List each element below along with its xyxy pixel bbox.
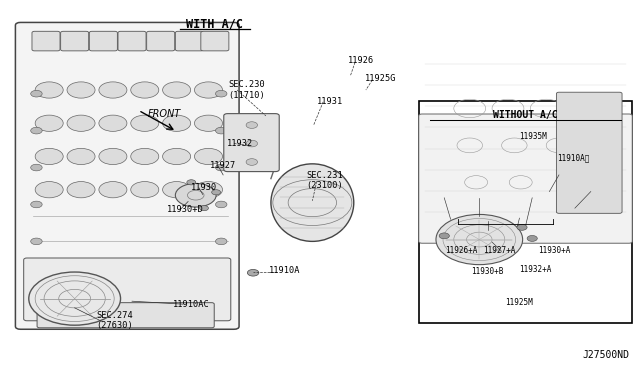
Circle shape (195, 82, 223, 98)
Circle shape (31, 127, 42, 134)
Text: J27500ND: J27500ND (582, 350, 629, 360)
FancyBboxPatch shape (147, 31, 175, 51)
Circle shape (131, 148, 159, 164)
Circle shape (99, 148, 127, 164)
Circle shape (195, 115, 223, 131)
Text: SEC.231
(23100): SEC.231 (23100) (307, 171, 344, 190)
FancyBboxPatch shape (175, 31, 204, 51)
Circle shape (517, 224, 527, 230)
Text: 11925M: 11925M (505, 298, 532, 307)
Circle shape (67, 115, 95, 131)
Circle shape (246, 140, 257, 147)
Text: 11930+A: 11930+A (538, 246, 571, 255)
Circle shape (99, 115, 127, 131)
Circle shape (35, 182, 63, 198)
Circle shape (163, 82, 191, 98)
FancyBboxPatch shape (419, 114, 632, 243)
Circle shape (246, 159, 257, 165)
Circle shape (216, 238, 227, 245)
Text: 11930+B: 11930+B (471, 267, 503, 276)
Circle shape (175, 183, 216, 207)
Text: 11925G: 11925G (365, 74, 396, 83)
Circle shape (216, 201, 227, 208)
Circle shape (67, 82, 95, 98)
Circle shape (216, 90, 227, 97)
Ellipse shape (271, 164, 354, 241)
Text: SEC.274
(27630): SEC.274 (27630) (97, 311, 133, 330)
Text: 11910AⅡ: 11910AⅡ (557, 154, 590, 163)
FancyBboxPatch shape (37, 303, 214, 328)
Text: 11932+A: 11932+A (519, 264, 552, 273)
Text: 11930: 11930 (191, 183, 217, 192)
Circle shape (163, 148, 191, 164)
Circle shape (216, 164, 227, 171)
Circle shape (527, 235, 538, 241)
Circle shape (200, 206, 209, 211)
Circle shape (246, 122, 257, 128)
Circle shape (195, 182, 223, 198)
FancyBboxPatch shape (15, 22, 239, 329)
Circle shape (439, 233, 449, 239)
Circle shape (67, 182, 95, 198)
FancyBboxPatch shape (32, 31, 60, 51)
Text: 11935M: 11935M (520, 132, 547, 141)
Circle shape (31, 238, 42, 245)
Text: 11926+A: 11926+A (445, 246, 477, 255)
Circle shape (131, 82, 159, 98)
Circle shape (31, 201, 42, 208)
FancyBboxPatch shape (556, 92, 622, 213)
Circle shape (99, 82, 127, 98)
Text: FRONT: FRONT (147, 109, 180, 119)
Text: 11930+D: 11930+D (166, 205, 204, 215)
Circle shape (163, 182, 191, 198)
Circle shape (163, 115, 191, 131)
Circle shape (247, 269, 259, 276)
Text: 11931: 11931 (316, 97, 342, 106)
Circle shape (216, 127, 227, 134)
Circle shape (29, 272, 120, 325)
Circle shape (67, 148, 95, 164)
Text: 11926: 11926 (348, 56, 374, 65)
FancyBboxPatch shape (61, 31, 89, 51)
Circle shape (31, 164, 42, 171)
Text: 11932: 11932 (227, 139, 253, 148)
Circle shape (35, 82, 63, 98)
Circle shape (31, 90, 42, 97)
Circle shape (131, 115, 159, 131)
Text: 11927: 11927 (210, 161, 236, 170)
Bar (419, 101, 632, 323)
FancyBboxPatch shape (118, 31, 146, 51)
Circle shape (99, 182, 127, 198)
Circle shape (35, 115, 63, 131)
Text: 11927+A: 11927+A (483, 246, 516, 255)
Text: WITH A/C: WITH A/C (186, 17, 243, 30)
Circle shape (131, 182, 159, 198)
Circle shape (436, 214, 523, 264)
Text: WITHOUT A/C: WITHOUT A/C (493, 110, 558, 120)
Text: SEC.230
(11710): SEC.230 (11710) (228, 80, 265, 100)
Circle shape (195, 148, 223, 164)
FancyBboxPatch shape (90, 31, 117, 51)
Circle shape (212, 190, 221, 195)
FancyBboxPatch shape (224, 113, 279, 171)
FancyBboxPatch shape (201, 31, 229, 51)
Text: 11910AC: 11910AC (173, 300, 210, 309)
Circle shape (187, 180, 196, 185)
Circle shape (35, 148, 63, 164)
Text: 11910A: 11910A (269, 266, 301, 275)
FancyBboxPatch shape (24, 258, 231, 321)
